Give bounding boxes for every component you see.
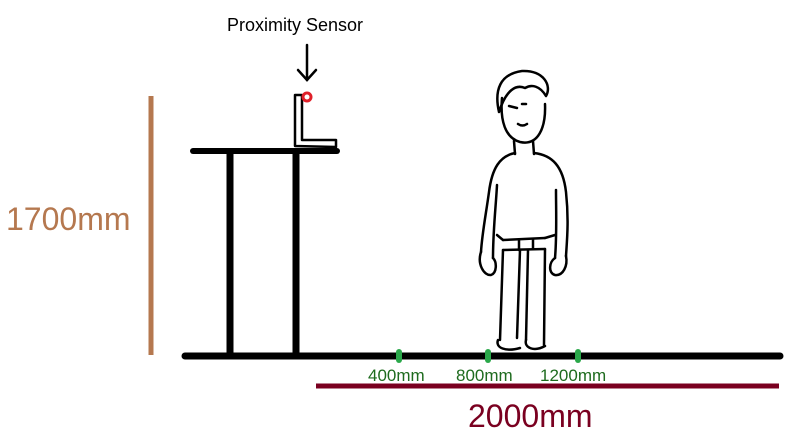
- person-icon: [478, 69, 569, 351]
- tick-label-1200: 1200mm: [540, 366, 607, 385]
- tick-label-400: 400mm: [368, 366, 425, 385]
- sensor-mount: [293, 93, 338, 149]
- sensor-label: Proximity Sensor: [227, 15, 364, 35]
- arrow-down-icon: [296, 43, 318, 82]
- width-label: 2000mm: [468, 398, 593, 434]
- sensor-icon: [301, 91, 313, 103]
- table: [190, 148, 340, 356]
- tick-label-800: 800mm: [456, 366, 513, 385]
- height-label: 1700mm: [6, 201, 131, 237]
- distance-ticks: [396, 349, 581, 363]
